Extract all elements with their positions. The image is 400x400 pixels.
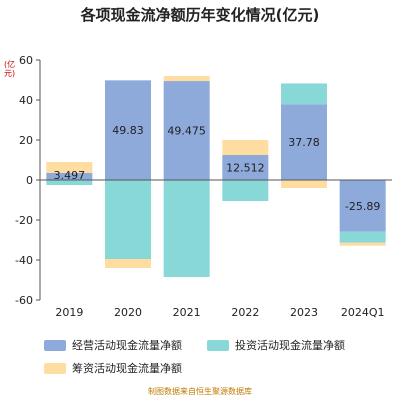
bar-investing [46, 180, 93, 185]
x-tick-label: 2021 [173, 306, 201, 319]
legend-label-operating: 经营活动现金流量净额 [72, 339, 182, 352]
x-tick-label: 2020 [114, 306, 142, 319]
data-label: 3.497 [54, 169, 86, 182]
bar-financing [163, 76, 210, 82]
bar-operating [46, 173, 93, 180]
legend-swatch-operating [44, 339, 66, 351]
legend-swatch-investing [207, 339, 229, 351]
data-label: 37.78 [288, 136, 320, 149]
y-tick-label: -40 [15, 254, 33, 267]
bar-operating [281, 104, 327, 180]
x-tick-label: 2024Q1 [341, 306, 385, 319]
data-label: 12.512 [226, 161, 265, 174]
y-tick-label: -20 [15, 214, 33, 227]
chart-title: 各项现金流净额历年变化情况(亿元) [80, 6, 320, 24]
x-tick-label: 2023 [290, 306, 318, 319]
bar-operating [222, 154, 269, 180]
legend-item-operating: 经营活动现金流量净额 [44, 337, 182, 353]
legend-item-financing: 筹资活动现金流量净额 [44, 360, 182, 376]
data-label: 49.83 [112, 124, 144, 137]
y-tick-label: 0 [26, 174, 33, 187]
legend-label-financing: 筹资活动现金流量净额 [72, 362, 182, 375]
source-note: 制图数据来自恒生聚源数据库 [148, 387, 252, 396]
y-tick-label: 40 [19, 94, 33, 107]
bar-financing [46, 162, 93, 174]
legend-swatch-financing [44, 362, 66, 374]
bar-financing [281, 180, 327, 188]
bar-operating [163, 81, 210, 180]
legend-label-investing: 投资活动现金流量净额 [235, 339, 345, 352]
data-label: -25.89 [345, 200, 380, 213]
bar-operating [339, 180, 386, 232]
y-tick-label: 60 [19, 54, 33, 67]
x-tick-label: 2019 [55, 306, 83, 319]
bar-investing [163, 180, 210, 277]
y-tick-label: -60 [15, 294, 33, 307]
x-tick-label: 2022 [231, 306, 259, 319]
y-tick-label: 20 [19, 134, 33, 147]
bar-financing [339, 242, 386, 246]
bar-investing [105, 180, 151, 259]
bar-operating [105, 80, 151, 180]
legend-item-investing: 投资活动现金流量净额 [207, 337, 345, 353]
bar-financing [105, 259, 151, 268]
bar-financing [222, 139, 269, 155]
data-label: 49.475 [167, 125, 206, 138]
bar-investing [281, 83, 327, 105]
unit-label: (亿元) [4, 60, 16, 78]
bar-investing [339, 231, 386, 243]
bar-investing [222, 180, 269, 201]
